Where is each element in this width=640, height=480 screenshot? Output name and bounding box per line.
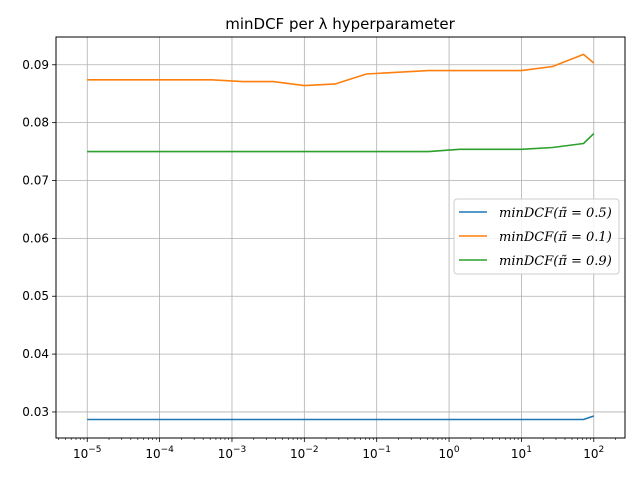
x-tick-label: 10−4 (145, 445, 174, 461)
series-line-1 (87, 415, 595, 421)
legend-label: minDCF(π̃ = 0.5) (499, 206, 612, 221)
legend-box (453, 198, 620, 275)
x-tick-label: 100 (439, 445, 460, 461)
x-tick-label: 102 (583, 445, 604, 461)
x-tick-label: 10−2 (290, 445, 319, 461)
legend-label: minDCF(π̃ = 0.9) (499, 254, 612, 269)
y-tick-label: 0.09 (22, 58, 49, 72)
x-tick-label: 10−1 (362, 445, 391, 461)
legend-label: minDCF(π̃ = 0.1) (499, 230, 612, 245)
y-tick-label: 0.04 (22, 347, 49, 361)
y-tick-label: 0.07 (22, 174, 49, 188)
series-layer (87, 53, 595, 421)
series-line-2 (87, 53, 595, 87)
x-tick-label: 101 (511, 445, 532, 461)
x-tick-label: 10−5 (73, 445, 102, 461)
y-tick-label: 0.05 (22, 289, 49, 303)
plot-frame (55, 36, 626, 439)
x-axis: 10−5 10−4 10−3 10−2 10−1 100 101 102 (58, 438, 616, 461)
series-line-3 (87, 133, 595, 153)
y-tick-label: 0.03 (22, 405, 49, 419)
y-tick-label: 0.06 (22, 231, 49, 245)
x-tick-label: 10−3 (218, 445, 247, 461)
chart-title: minDCF per λ hyperparameter (225, 15, 455, 33)
legend: minDCF(π̃ = 0.5) minDCF(π̃ = 0.1) minDCF(π… (453, 198, 620, 275)
grid (56, 37, 625, 438)
y-axis: 0.03 0.04 0.05 0.06 0.07 0.08 0.09 (22, 58, 56, 419)
y-tick-label: 0.08 (22, 116, 49, 130)
